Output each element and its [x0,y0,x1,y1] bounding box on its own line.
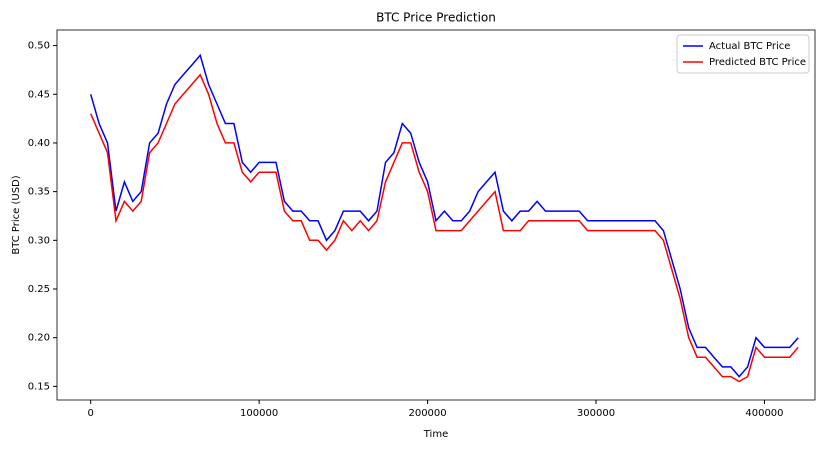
y-tick-label: 0.35 [28,187,50,198]
y-tick-label: 0.25 [28,284,50,295]
x-tick-label: 0 [88,408,94,419]
legend-label: Predicted BTC Price [709,57,806,68]
x-tick-label: 200000 [408,408,446,419]
y-tick-label: 0.20 [28,333,50,344]
x-tick-label: 400000 [745,408,783,419]
y-tick-label: 0.30 [28,235,50,246]
x-axis-label: Time [423,429,448,440]
plot-frame [56,29,816,401]
x-tick-label: 300000 [577,408,615,419]
chart-title: BTC Price Prediction [376,11,496,25]
y-axis-label: BTC Price (USD) [11,175,22,254]
y-tick-label: 0.45 [28,89,50,100]
legend-box [676,34,810,74]
series-line [90,73,799,383]
y-tick-label: 0.40 [28,138,50,149]
y-tick-label: 0.15 [28,381,50,392]
x-tick-label: 100000 [240,408,278,419]
series-line [89,53,799,378]
legend-label: Actual BTC Price [709,41,790,52]
y-tick-label: 0.50 [28,41,50,52]
